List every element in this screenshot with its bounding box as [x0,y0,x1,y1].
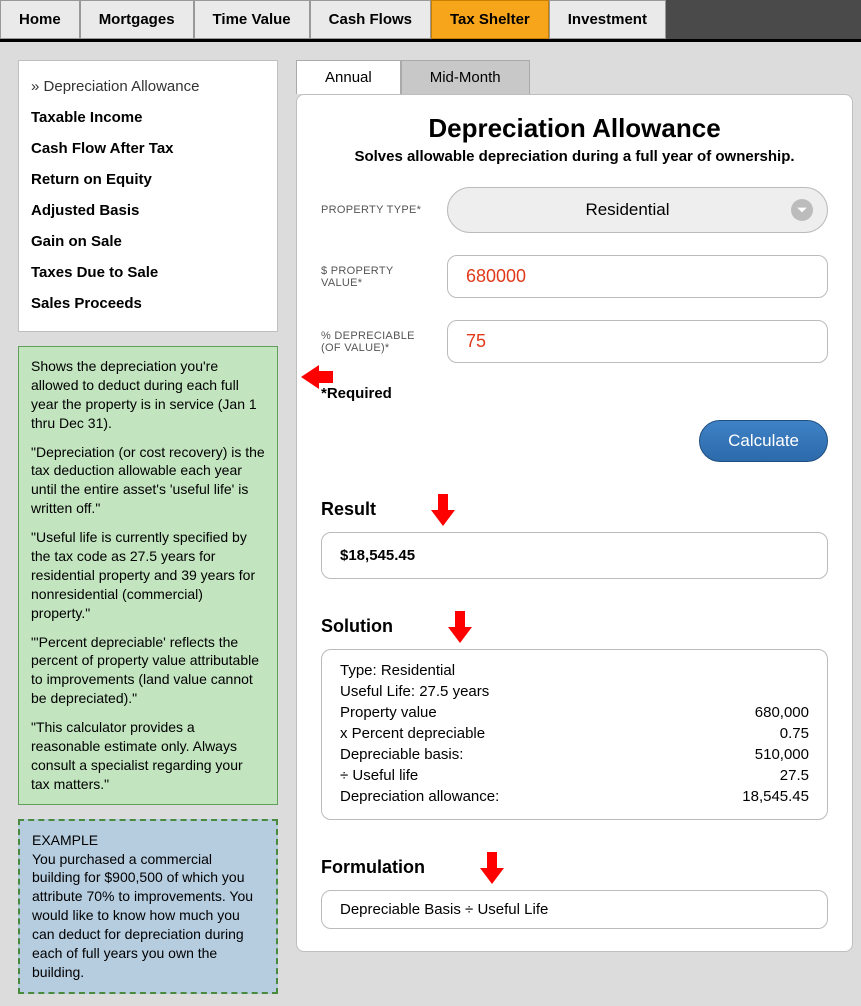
nav-spacer [666,0,861,39]
solution-cell: Depreciable basis: [340,746,463,763]
right-column: Annual Mid-Month Depreciation Allowance … [296,60,853,994]
nav-tab-time-value[interactable]: Time Value [194,0,310,39]
subtab-mid-month[interactable]: Mid-Month [401,60,530,94]
sidebar-item-depreciation-allowance[interactable]: Depreciation Allowance [31,71,265,102]
solution-cell: 0.75 [780,725,809,742]
property-value-input[interactable] [447,255,828,298]
arrow-down-icon [485,852,499,882]
nav-tab-investment[interactable]: Investment [549,0,666,39]
formulation-text: Depreciable Basis ÷ Useful Life [321,890,828,929]
solution-row: x Percent depreciable 0.75 [340,723,809,744]
sidebar: Depreciation Allowance Taxable Income Ca… [18,60,278,332]
solution-cell: Property value [340,704,437,721]
nav-tab-home[interactable]: Home [0,0,80,39]
result-section: Result $18,545.45 [321,494,828,579]
row-property-value: $ PROPERTY VALUE* [321,255,828,298]
left-column: Depreciation Allowance Taxable Income Ca… [18,60,278,994]
solution-section: Solution Type: Residential Useful Life: … [321,611,828,820]
sidebar-item-cash-flow-after-tax[interactable]: Cash Flow After Tax [31,133,265,164]
example-title: EXAMPLE [32,831,264,850]
property-type-value: Residential [585,200,669,219]
arrow-down-icon [453,611,467,641]
help-paragraph: Shows the depreciation you're allowed to… [31,357,265,433]
subtab-annual[interactable]: Annual [296,60,401,94]
help-box: Shows the depreciation you're allowed to… [18,346,278,805]
example-body: You purchased a commercial building for … [32,850,264,982]
arrow-down-icon [436,494,450,524]
page-body: Depreciation Allowance Taxable Income Ca… [0,42,861,1006]
pct-depreciable-input[interactable] [447,320,828,363]
solution-cell: ÷ Useful life [340,767,418,784]
panel-subtitle: Solves allowable depreciation during a f… [321,148,828,165]
solution-label: Solution [321,616,393,637]
chevron-down-icon [791,199,813,221]
panel-title: Depreciation Allowance [321,113,828,144]
solution-box: Type: Residential Useful Life: 27.5 year… [321,649,828,820]
sidebar-item-adjusted-basis[interactable]: Adjusted Basis [31,195,265,226]
row-pct-depreciable: % DEPRECIABLE (OF VALUE)* [321,320,828,363]
formulation-label: Formulation [321,857,425,878]
sidebar-item-return-on-equity[interactable]: Return on Equity [31,164,265,195]
solution-row: ÷ Useful life 27.5 [340,765,809,786]
nav-tab-cash-flows[interactable]: Cash Flows [310,0,431,39]
label-property-type: PROPERTY TYPE* [321,204,431,216]
sidebar-item-gain-on-sale[interactable]: Gain on Sale [31,226,265,257]
formulation-section: Formulation Depreciable Basis ÷ Useful L… [321,852,828,929]
label-pct-depreciable: % DEPRECIABLE (OF VALUE)* [321,330,431,354]
solution-cell: 510,000 [755,746,809,763]
main-panel: Depreciation Allowance Solves allowable … [296,94,853,952]
sidebar-item-taxable-income[interactable]: Taxable Income [31,102,265,133]
required-note: *Required [321,385,828,402]
solution-cell: Depreciation allowance: [340,788,499,805]
example-box: EXAMPLE You purchased a commercial build… [18,819,278,994]
row-property-type: PROPERTY TYPE* Residential [321,187,828,233]
result-value: $18,545.45 [321,532,828,579]
solution-cell: 18,545.45 [742,788,809,805]
help-paragraph: "Useful life is currently specified by t… [31,528,265,622]
solution-cell: x Percent depreciable [340,725,485,742]
solution-row: Property value 680,000 [340,702,809,723]
help-paragraph: "'Percent depreciable' reflects the perc… [31,633,265,709]
solution-row: Depreciable basis: 510,000 [340,744,809,765]
solution-row: Depreciation allowance: 18,545.45 [340,786,809,807]
solution-cell: 27.5 [780,767,809,784]
sidebar-item-sales-proceeds[interactable]: Sales Proceeds [31,288,265,319]
result-label: Result [321,499,376,520]
nav-tab-mortgages[interactable]: Mortgages [80,0,194,39]
label-property-value: $ PROPERTY VALUE* [321,265,431,289]
top-nav: Home Mortgages Time Value Cash Flows Tax… [0,0,861,42]
property-type-select[interactable]: Residential [447,187,828,233]
solution-cell: 680,000 [755,704,809,721]
help-paragraph: "Depreciation (or cost recovery) is the … [31,443,265,519]
sub-tabs: Annual Mid-Month [296,60,853,94]
sidebar-item-taxes-due-to-sale[interactable]: Taxes Due to Sale [31,257,265,288]
solution-life: Useful Life: 27.5 years [340,681,809,702]
help-paragraph: "This calculator provides a reasonable e… [31,718,265,794]
calculate-button[interactable]: Calculate [699,420,828,462]
nav-tab-tax-shelter[interactable]: Tax Shelter [431,0,549,39]
solution-type: Type: Residential [340,660,809,681]
